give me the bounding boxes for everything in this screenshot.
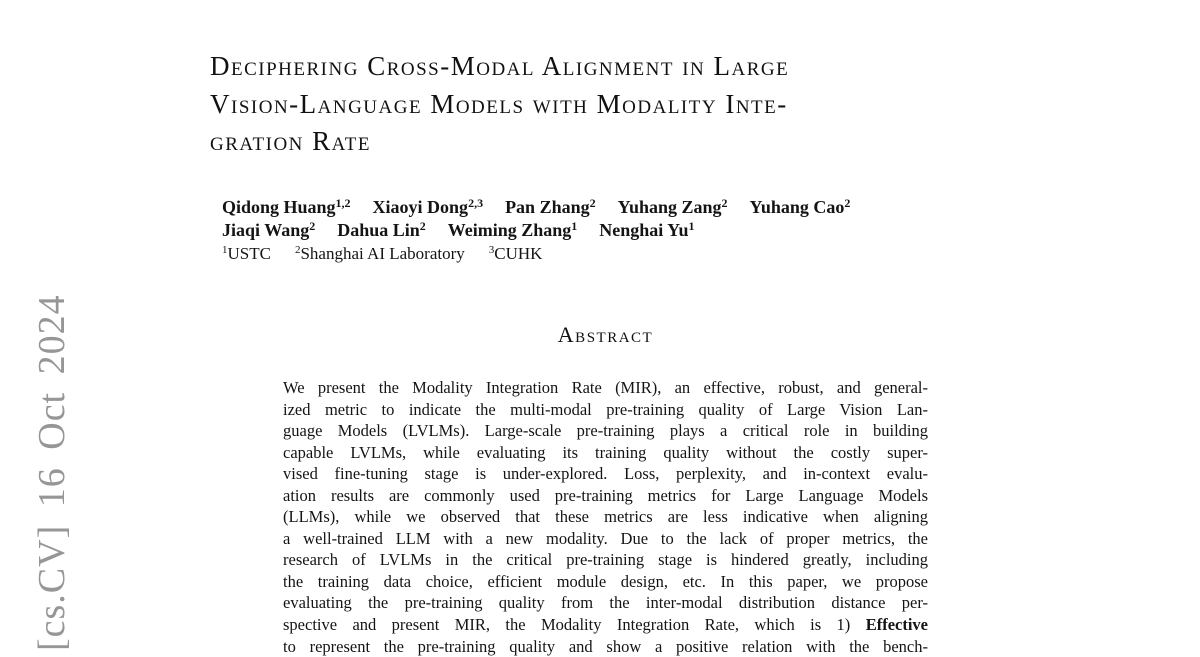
abstract-line: vised fine-tuning stage is under-explore… [283, 463, 928, 485]
authors-block: Qidong Huang1,2 Xiaoyi Dong2,3 Pan Zhang2 Y… [222, 196, 982, 265]
abstract-text: We present the Modality Integration Rate… [283, 377, 928, 657]
abstract-line: the training data choice, efficient modu… [283, 571, 928, 593]
abstract-line: (LLMs), while we observed that these met… [283, 506, 928, 528]
abstract-text-segment: guage Models (LVLMs). Large-scale pre-tr… [283, 421, 928, 441]
affiliations-row: 1USTC 2Shanghai AI Laboratory 3CUHK [222, 242, 982, 265]
abstract-line: ation results are commonly used pre-trai… [283, 485, 928, 507]
author-name: Weiming Zhang1 [447, 219, 578, 240]
author-name: Yuhang Cao2 [749, 196, 851, 217]
abstract-bold-text: Effective [865, 615, 928, 635]
affiliation-superscript: 3 [488, 244, 495, 256]
abstract-line: research of LVLMs in the critical pre-tr… [283, 549, 928, 571]
abstract-text-segment: research of LVLMs in the critical pre-tr… [283, 550, 928, 570]
affiliation-superscript: 2 [294, 244, 301, 256]
author-affiliation-superscript: 1,2 [335, 196, 351, 210]
author-affiliation-superscript: 2 [589, 196, 596, 210]
author-affiliation-superscript: 2,3 [468, 196, 484, 210]
abstract-text-segment: ation results are commonly used pre-trai… [283, 485, 928, 505]
author-name: Dahua Lin2 [337, 219, 426, 240]
author-name: Jiaqi Wang2 [222, 219, 316, 240]
paper-title-line: gration Rate [210, 126, 371, 156]
paper-title-line: Deciphering Cross-Modal Alignment in Lar… [210, 51, 790, 81]
paper-title-line: Vision-Language Models with Modality Int… [210, 88, 788, 119]
abstract-text-segment: the training data choice, efficient modu… [283, 571, 928, 591]
abstract-line: spective and present MIR, the Modality I… [283, 614, 928, 636]
abstract-text-segment: (LLMs), while we observed that these met… [283, 507, 928, 527]
affiliation: 2Shanghai AI Laboratory [294, 244, 465, 263]
author-name: Yuhang Zang2 [617, 196, 728, 217]
author-affiliation-superscript: 2 [309, 219, 316, 233]
author-affiliation-superscript: 1 [688, 219, 695, 233]
abstract-text-segment: evaluating the pre-training quality from… [283, 593, 928, 613]
author-name: Qidong Huang1,2 [222, 196, 351, 217]
abstract-heading: Abstract [557, 322, 654, 347]
abstract-line: a well-trained LLM with a new modality. … [283, 528, 928, 550]
author-affiliation-superscript: 2 [844, 196, 851, 210]
author-name: Xiaoyi Dong2,3 [372, 196, 484, 217]
author-affiliation-superscript: 2 [721, 196, 728, 210]
abstract-line: capable LVLMs, while evaluating its trai… [283, 442, 928, 464]
author-name: Pan Zhang2 [505, 196, 596, 217]
abstract-text-segment: capable LVLMs, while evaluating its trai… [283, 442, 928, 462]
abstract-text-segment: spective and present MIR, the Modality I… [283, 615, 866, 635]
abstract-line: We present the Modality Integration Rate… [283, 377, 928, 399]
abstract-line: evaluating the pre-training quality from… [283, 592, 928, 614]
arxiv-watermark: [cs.CV] 16 Oct 2024 [31, 294, 73, 651]
author-row-1: Qidong Huang1,2 Xiaoyi Dong2,3 Pan Zhang2 Y… [222, 196, 982, 219]
abstract-text-segment: We present the Modality Integration Rate… [283, 378, 928, 397]
abstract-line: ized metric to indicate the multi-modal … [283, 399, 928, 421]
author-row-2: Jiaqi Wang2 Dahua Lin2 Weiming Zhang1 Nengh… [222, 219, 982, 242]
abstract-line: guage Models (LVLMs). Large-scale pre-tr… [283, 420, 928, 442]
abstract-text-segment: to represent the pre-training quality an… [283, 636, 928, 656]
abstract-text-segment: vised fine-tuning stage is under-explore… [283, 464, 928, 484]
abstract-text-segment: a well-trained LLM with a new modality. … [283, 528, 928, 548]
affiliation: 1USTC [222, 244, 271, 263]
abstract-line: to represent the pre-training quality an… [283, 636, 928, 657]
affiliation-superscript: 1 [222, 244, 228, 256]
abstract-text-segment: ized metric to indicate the multi-modal … [283, 399, 928, 419]
paper-title: Deciphering Cross-Modal Alignment in Lar… [210, 48, 1020, 161]
author-affiliation-superscript: 1 [571, 219, 578, 233]
affiliation: 3CUHK [488, 244, 543, 263]
author-name: Nenghai Yu1 [599, 219, 695, 240]
author-affiliation-superscript: 2 [419, 219, 426, 233]
